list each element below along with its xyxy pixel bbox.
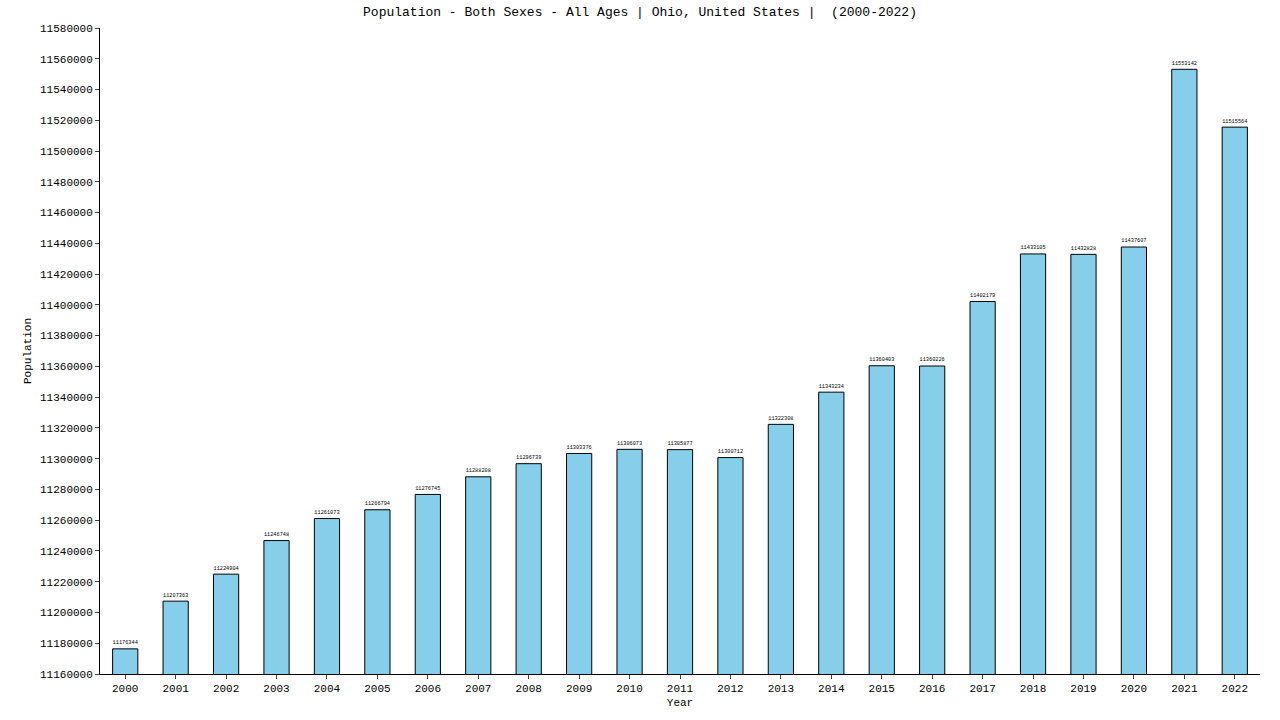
svg-text:11560000: 11560000 xyxy=(40,54,93,66)
svg-text:2015: 2015 xyxy=(869,683,895,695)
svg-text:2014: 2014 xyxy=(818,683,845,695)
svg-text:11400000: 11400000 xyxy=(40,300,93,312)
svg-text:11276745: 11276745 xyxy=(415,486,440,492)
svg-text:Population - Both Sexes - All: Population - Both Sexes - All Ages | Ohi… xyxy=(363,5,917,20)
svg-text:2004: 2004 xyxy=(314,683,341,695)
svg-text:2010: 2010 xyxy=(616,683,642,695)
svg-text:11200000: 11200000 xyxy=(40,607,93,619)
svg-text:11402179: 11402179 xyxy=(970,293,995,299)
svg-text:11246748: 11246748 xyxy=(264,532,289,538)
svg-text:11266794: 11266794 xyxy=(365,501,390,507)
svg-text:2003: 2003 xyxy=(263,683,289,695)
svg-text:2007: 2007 xyxy=(465,683,491,695)
svg-text:11240000: 11240000 xyxy=(40,546,93,558)
svg-text:11420000: 11420000 xyxy=(40,269,93,281)
svg-text:2018: 2018 xyxy=(1020,683,1046,695)
svg-text:11261073: 11261073 xyxy=(314,510,339,516)
svg-text:2000: 2000 xyxy=(112,683,138,695)
svg-text:2022: 2022 xyxy=(1222,683,1248,695)
svg-text:11480000: 11480000 xyxy=(40,177,93,189)
svg-text:11460000: 11460000 xyxy=(40,207,93,219)
svg-text:2009: 2009 xyxy=(566,683,592,695)
svg-text:11515564: 11515564 xyxy=(1222,119,1247,125)
svg-text:11360000: 11360000 xyxy=(40,361,93,373)
svg-text:11180000: 11180000 xyxy=(40,638,93,650)
svg-text:2016: 2016 xyxy=(919,683,945,695)
svg-text:11160000: 11160000 xyxy=(40,669,93,681)
svg-text:2019: 2019 xyxy=(1070,683,1096,695)
svg-text:11500000: 11500000 xyxy=(40,146,93,158)
svg-text:11433105: 11433105 xyxy=(1020,245,1045,251)
svg-text:2011: 2011 xyxy=(667,683,694,695)
svg-text:2021: 2021 xyxy=(1171,683,1198,695)
svg-text:11432828: 11432828 xyxy=(1071,246,1096,252)
svg-text:11300712: 11300712 xyxy=(718,449,743,455)
svg-text:11280000: 11280000 xyxy=(40,484,93,496)
svg-text:11176344: 11176344 xyxy=(113,640,138,646)
svg-text:11360226: 11360226 xyxy=(920,357,945,363)
svg-text:11207363: 11207363 xyxy=(163,593,188,599)
svg-text:11360403: 11360403 xyxy=(869,357,894,363)
svg-text:11343234: 11343234 xyxy=(819,384,844,390)
svg-text:Year: Year xyxy=(667,697,693,709)
svg-text:11380000: 11380000 xyxy=(40,330,93,342)
svg-text:11220000: 11220000 xyxy=(40,577,93,589)
svg-text:11440000: 11440000 xyxy=(40,238,93,250)
svg-text:11340000: 11340000 xyxy=(40,392,93,404)
svg-text:11437607: 11437607 xyxy=(1121,238,1146,244)
svg-text:11305877: 11305877 xyxy=(667,441,692,447)
svg-text:11553142: 11553142 xyxy=(1172,61,1197,67)
svg-text:11288208: 11288208 xyxy=(466,468,491,474)
svg-text:2013: 2013 xyxy=(768,683,794,695)
svg-text:Population: Population xyxy=(22,318,34,384)
svg-text:11306073: 11306073 xyxy=(617,441,642,447)
svg-text:11320000: 11320000 xyxy=(40,423,93,435)
svg-text:11520000: 11520000 xyxy=(40,115,93,127)
svg-text:11580000: 11580000 xyxy=(40,23,93,35)
svg-text:11296739: 11296739 xyxy=(516,455,541,461)
svg-text:2008: 2008 xyxy=(515,683,541,695)
svg-text:2001: 2001 xyxy=(162,683,189,695)
svg-text:11300000: 11300000 xyxy=(40,454,93,466)
svg-text:2005: 2005 xyxy=(364,683,390,695)
svg-text:11303376: 11303376 xyxy=(567,445,592,451)
svg-text:2020: 2020 xyxy=(1121,683,1147,695)
svg-text:2017: 2017 xyxy=(969,683,995,695)
svg-text:2002: 2002 xyxy=(213,683,239,695)
svg-text:2012: 2012 xyxy=(717,683,743,695)
svg-text:11260000: 11260000 xyxy=(40,515,93,527)
svg-text:11322308: 11322308 xyxy=(768,416,793,422)
svg-text:2006: 2006 xyxy=(415,683,441,695)
svg-text:11224904: 11224904 xyxy=(213,566,238,572)
svg-text:11540000: 11540000 xyxy=(40,84,93,96)
